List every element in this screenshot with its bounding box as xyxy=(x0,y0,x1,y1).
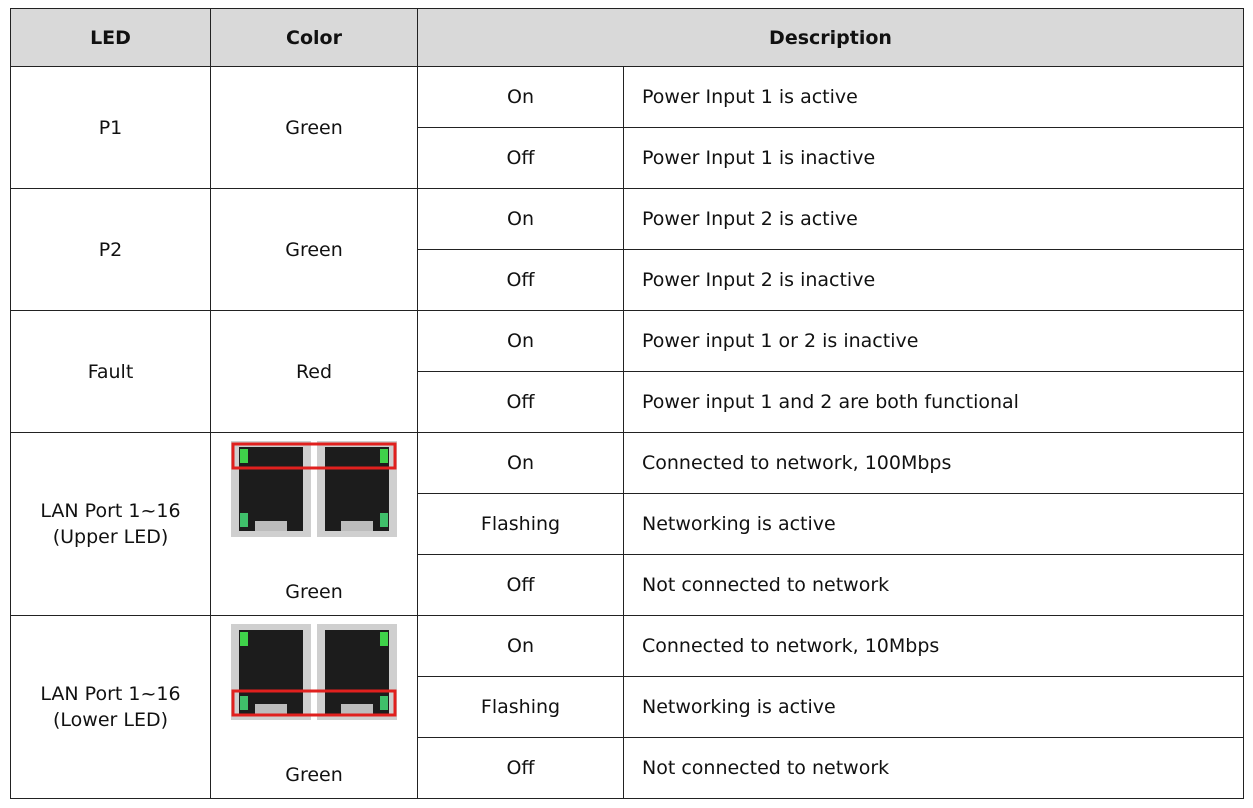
led-cell: LAN Port 1~16 (Upper LED) xyxy=(10,432,211,616)
description-cell: Power Input 2 is inactive xyxy=(623,249,1244,311)
description-cell: Not connected to network xyxy=(623,737,1244,799)
color-image-cell: Green xyxy=(211,618,417,796)
description-cell: Connected to network, 100Mbps xyxy=(623,432,1244,494)
state-cell: Off xyxy=(417,554,624,616)
state-cell: On xyxy=(417,432,624,494)
led-upper xyxy=(380,449,388,463)
color-cell: Green xyxy=(210,188,418,311)
led-cell: LAN Port 1~16 (Lower LED) xyxy=(10,615,211,799)
port-body xyxy=(239,630,303,714)
led-cell: P1 xyxy=(10,66,211,189)
state-cell: On xyxy=(417,310,624,372)
highlight-box xyxy=(231,442,397,470)
led-name: (Upper LED) xyxy=(52,526,169,548)
table-body: P1 Green On Power Input 1 is active Off Power… xyxy=(10,66,1244,799)
table-row: Off Not connected to network xyxy=(11,554,1244,616)
state-cell: On xyxy=(417,188,624,250)
highlight-box xyxy=(231,689,397,717)
state-cell: Off xyxy=(417,127,624,189)
table-row: LAN Port 1~16 (Upper LED) Green On Connected… xyxy=(10,432,1244,616)
table-row: Fault Red On Power input 1 or 2 is inactive xyxy=(10,310,1244,433)
led-name: LAN Port 1~16 xyxy=(40,683,181,705)
state-cell: Flashing xyxy=(417,493,624,555)
table-row: Flashing Networking is active xyxy=(11,493,1244,555)
header-cell: Description xyxy=(417,8,1244,67)
port-image xyxy=(231,441,397,537)
port-body xyxy=(325,447,389,531)
led-lower xyxy=(380,513,388,527)
color-cell: Red xyxy=(210,310,418,433)
led-upper xyxy=(240,449,248,463)
port-notch xyxy=(255,521,287,531)
led-name: P2 xyxy=(98,238,123,261)
table-row: LAN Port 1~16 (Lower LED) Green On Connected… xyxy=(10,615,1244,799)
port-notch xyxy=(255,704,287,714)
port-image xyxy=(231,624,397,720)
led-upper xyxy=(240,632,248,646)
state-cell: On xyxy=(417,66,624,128)
led-name: P1 xyxy=(98,116,123,139)
description-cell: Connected to network, 10Mbps xyxy=(623,615,1244,677)
led-lower xyxy=(240,513,248,527)
color-cell: Green xyxy=(210,615,418,799)
color-cell: Green xyxy=(210,432,418,616)
state-cell: Off xyxy=(417,371,624,433)
color-name: Green xyxy=(285,581,343,603)
description-cell: Power Input 1 is active xyxy=(623,66,1244,128)
description-cell: Not connected to network xyxy=(623,554,1244,616)
state-cell: Off xyxy=(417,249,624,311)
led-name: (Lower LED) xyxy=(52,709,168,731)
table-row: Off Power Input 2 is inactive xyxy=(11,249,1244,311)
header-cell: Color xyxy=(210,8,418,67)
table-row: Off Power Input 1 is inactive xyxy=(11,127,1244,189)
port-notch xyxy=(341,521,373,531)
led-name: Fault xyxy=(87,360,134,383)
description-cell: Power Input 1 is inactive xyxy=(623,127,1244,189)
port-body xyxy=(239,447,303,531)
table-row: P2 Green On Power Input 2 is active xyxy=(10,188,1244,311)
port-notch xyxy=(341,704,373,714)
led-upper xyxy=(380,632,388,646)
color-cell: Green xyxy=(210,66,418,189)
table-row: P1 Green On Power Input 1 is active xyxy=(10,66,1244,189)
color-name: Green xyxy=(285,764,343,786)
table-row: Flashing Networking is active xyxy=(11,676,1244,738)
description-cell: Networking is active xyxy=(623,493,1244,555)
table-row: Off Power input 1 and 2 are both function… xyxy=(11,371,1244,433)
description-cell: Power input 1 or 2 is inactive xyxy=(623,310,1244,372)
description-cell: Power Input 2 is active xyxy=(623,188,1244,250)
description-cell: Networking is active xyxy=(623,676,1244,738)
color-image-cell: Green xyxy=(211,435,417,613)
state-cell: On xyxy=(417,615,624,677)
led-name: LAN Port 1~16 xyxy=(40,500,181,522)
header-cell: LED xyxy=(10,8,211,67)
led-cell: Fault xyxy=(10,310,211,433)
led-cell: P2 xyxy=(10,188,211,311)
led-lower xyxy=(240,696,248,710)
port-body xyxy=(325,630,389,714)
header-row: LED Color Description xyxy=(10,8,1244,67)
table-row: Off Not connected to network xyxy=(11,737,1244,799)
led-table: LED Color Description P1 Green On Power Inp… xyxy=(10,8,1244,799)
state-cell: Off xyxy=(417,737,624,799)
state-cell: Flashing xyxy=(417,676,624,738)
description-cell: Power input 1 and 2 are both functional xyxy=(623,371,1244,433)
led-lower xyxy=(380,696,388,710)
